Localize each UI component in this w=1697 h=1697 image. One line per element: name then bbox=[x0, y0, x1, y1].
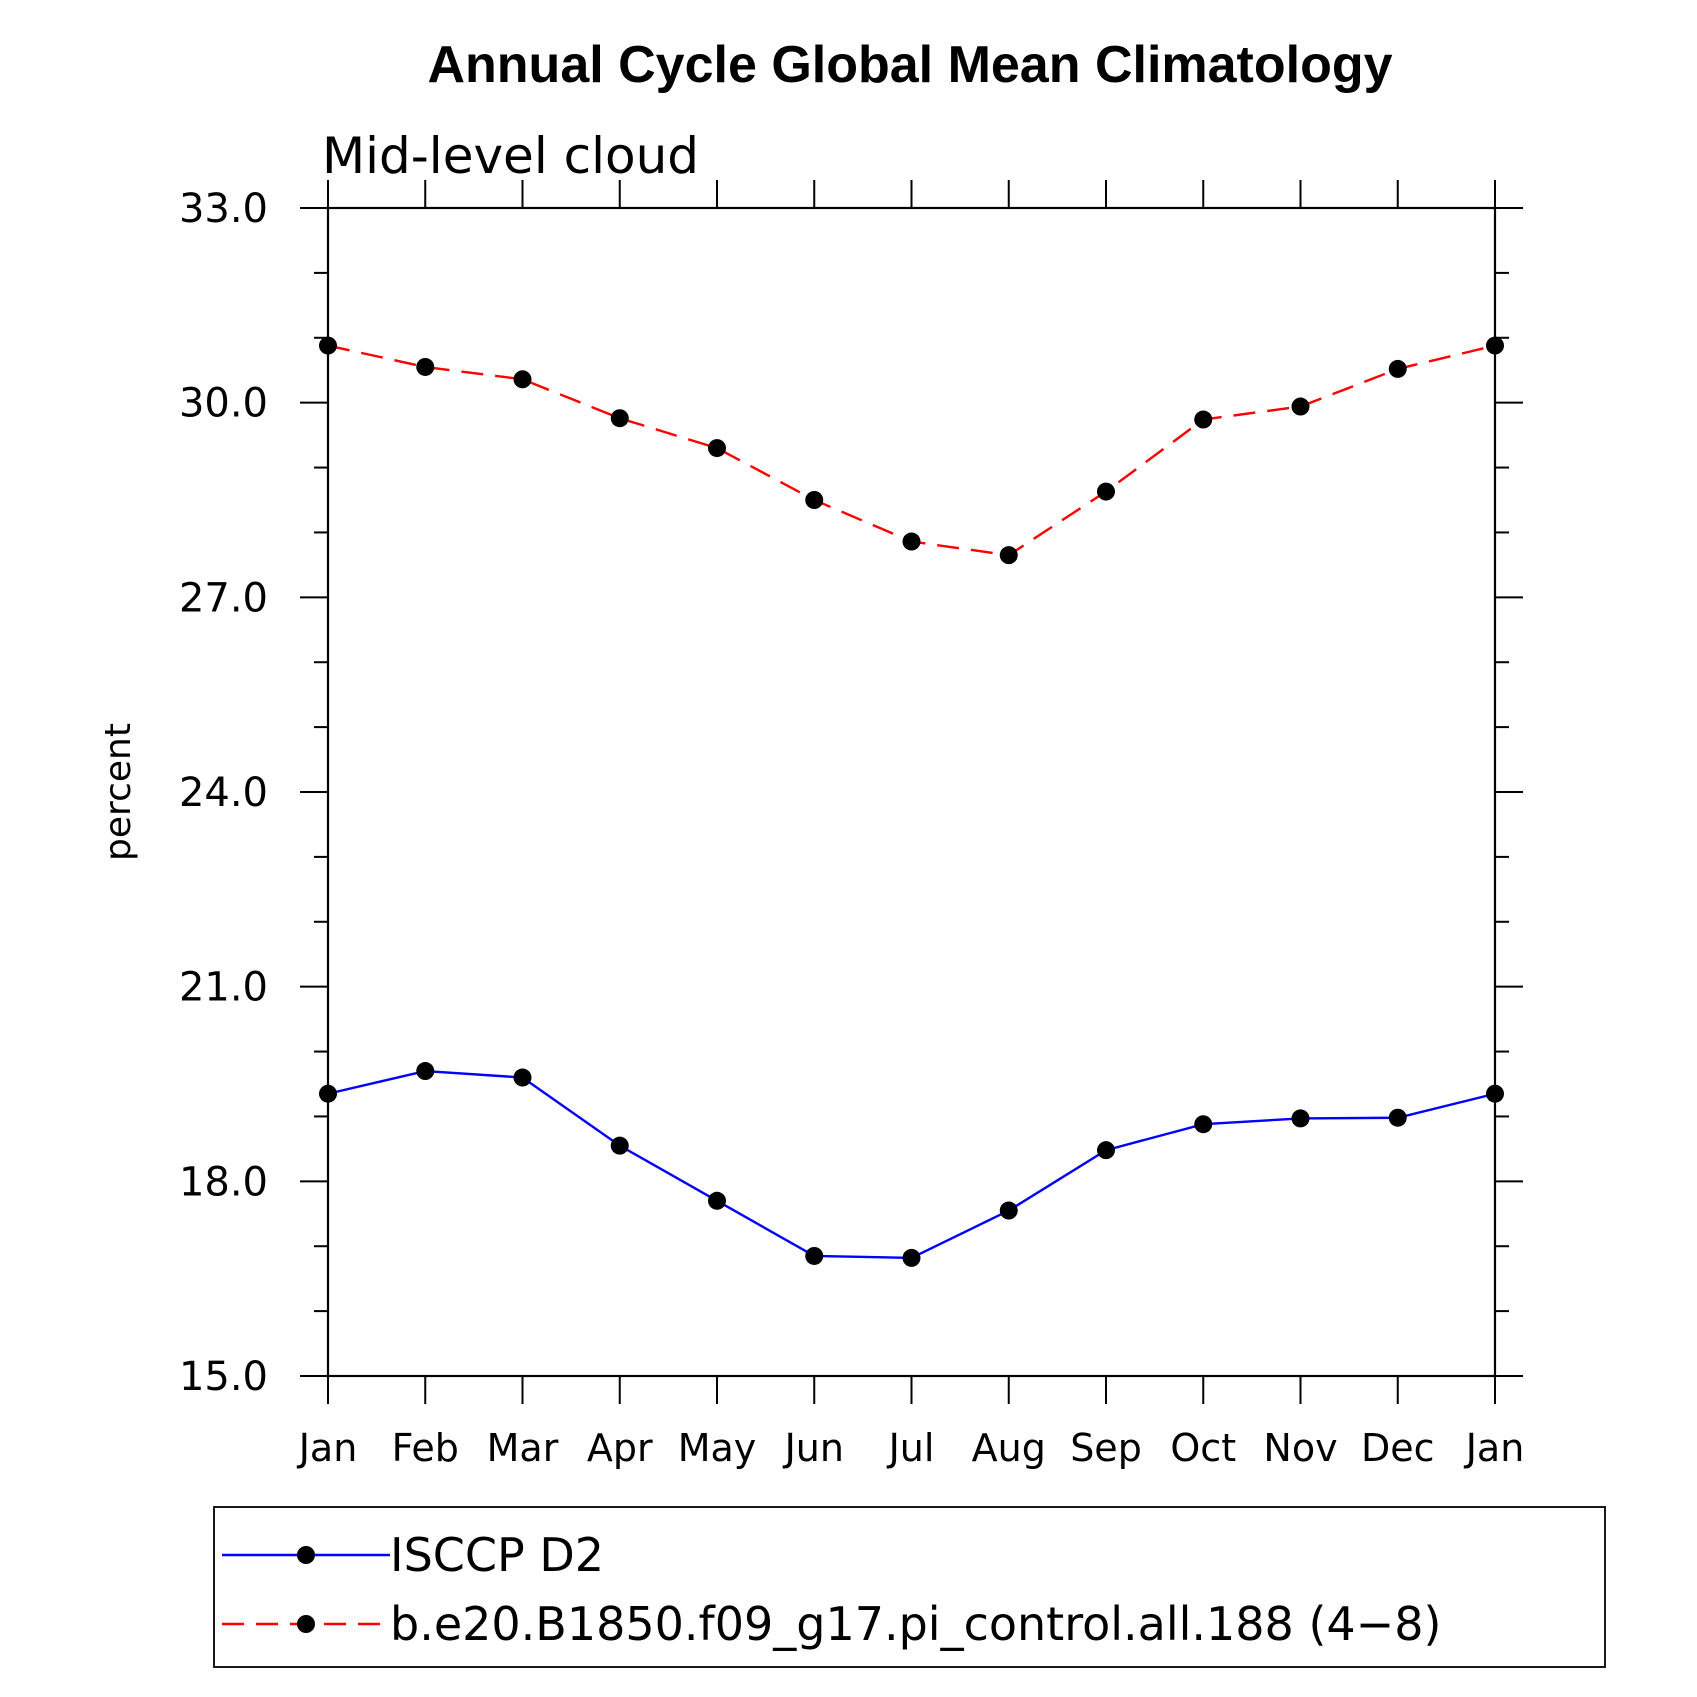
data-point bbox=[610, 1136, 629, 1155]
x-tick-label: Jun bbox=[783, 1426, 844, 1470]
data-point bbox=[708, 439, 726, 458]
data-point bbox=[416, 1062, 435, 1081]
legend: ISCCP D2 b.e20.B1850.f09_g17.pi_control.a… bbox=[213, 1506, 1606, 1668]
data-point bbox=[1388, 1108, 1407, 1127]
series-2 bbox=[319, 336, 1504, 565]
y-tick-label: 30.0 bbox=[179, 381, 268, 427]
data-point bbox=[513, 1068, 532, 1087]
chart-title: Annual Cycle Global Mean Climatology bbox=[427, 36, 1392, 94]
data-point bbox=[1388, 359, 1407, 378]
legend-item: ISCCP D2 bbox=[222, 1528, 604, 1582]
plot-frame bbox=[326, 206, 1497, 1378]
x-tick-label: Jul bbox=[887, 1426, 935, 1470]
x-tick-label: May bbox=[678, 1426, 757, 1470]
y-tick-label: 27.0 bbox=[179, 575, 268, 621]
x-tick-label: Jan bbox=[1464, 1426, 1525, 1470]
data-point bbox=[416, 357, 435, 376]
series-layer bbox=[319, 336, 1504, 1267]
data-point bbox=[805, 1246, 824, 1265]
data-point bbox=[319, 1084, 337, 1103]
data-point bbox=[902, 532, 921, 551]
data-point bbox=[1486, 1084, 1504, 1103]
x-tick-label: Jan bbox=[297, 1426, 358, 1470]
data-point bbox=[1291, 1109, 1310, 1128]
data-point bbox=[319, 336, 337, 355]
series-line bbox=[327, 344, 1496, 557]
x-tick-label: Nov bbox=[1263, 1426, 1337, 1470]
data-point bbox=[513, 370, 532, 389]
data-point bbox=[1194, 410, 1213, 429]
series-line bbox=[327, 1069, 1496, 1260]
x-ticks: Jan Feb Mar Apr May Jun Jul Aug Sep Oct Nov Dec Jan bbox=[297, 180, 1525, 1470]
axes bbox=[326, 206, 1497, 1378]
y-axis-label: percent bbox=[98, 723, 139, 861]
x-tick-label: Apr bbox=[587, 1426, 653, 1470]
data-point bbox=[1291, 397, 1310, 416]
y-tick-label: 24.0 bbox=[179, 770, 268, 816]
series-1 bbox=[319, 1062, 1504, 1267]
data-point bbox=[1097, 482, 1115, 501]
data-point bbox=[1194, 1115, 1213, 1134]
x-tick-label: Mar bbox=[487, 1426, 559, 1470]
data-point bbox=[708, 1191, 726, 1210]
legend-label: ISCCP D2 bbox=[390, 1528, 604, 1582]
legend-items: ISCCP D2 b.e20.B1850.f09_g17.pi_control.a… bbox=[222, 1528, 1441, 1651]
data-point bbox=[1486, 336, 1504, 355]
x-tick-label: Feb bbox=[392, 1426, 459, 1470]
data-point bbox=[999, 546, 1018, 565]
x-tick-label: Aug bbox=[972, 1426, 1046, 1470]
x-tick-label: Sep bbox=[1070, 1426, 1142, 1470]
x-tick-label: Oct bbox=[1170, 1426, 1236, 1470]
legend-marker bbox=[297, 1615, 315, 1633]
data-point bbox=[902, 1248, 921, 1267]
data-point bbox=[999, 1201, 1018, 1220]
y-tick-label: 15.0 bbox=[179, 1354, 268, 1400]
legend-item: b.e20.B1850.f09_g17.pi_control.all.188 (… bbox=[222, 1597, 1441, 1651]
data-point bbox=[1097, 1141, 1115, 1160]
data-point bbox=[610, 409, 629, 428]
chart-subtitle: Mid-level cloud bbox=[322, 127, 699, 185]
y-tick-label: 18.0 bbox=[179, 1159, 268, 1205]
legend-marker bbox=[297, 1546, 315, 1564]
y-tick-label: 33.0 bbox=[179, 186, 268, 232]
x-tick-label: Dec bbox=[1361, 1426, 1435, 1470]
y-ticks: 15.0 18.0 21.0 24.0 27.0 30.0 33.0 bbox=[179, 186, 1523, 1400]
y-tick-label: 21.0 bbox=[179, 965, 268, 1011]
legend-box bbox=[213, 1506, 1606, 1668]
legend-label: b.e20.B1850.f09_g17.pi_control.all.188 (… bbox=[390, 1597, 1441, 1651]
data-point bbox=[805, 491, 824, 509]
